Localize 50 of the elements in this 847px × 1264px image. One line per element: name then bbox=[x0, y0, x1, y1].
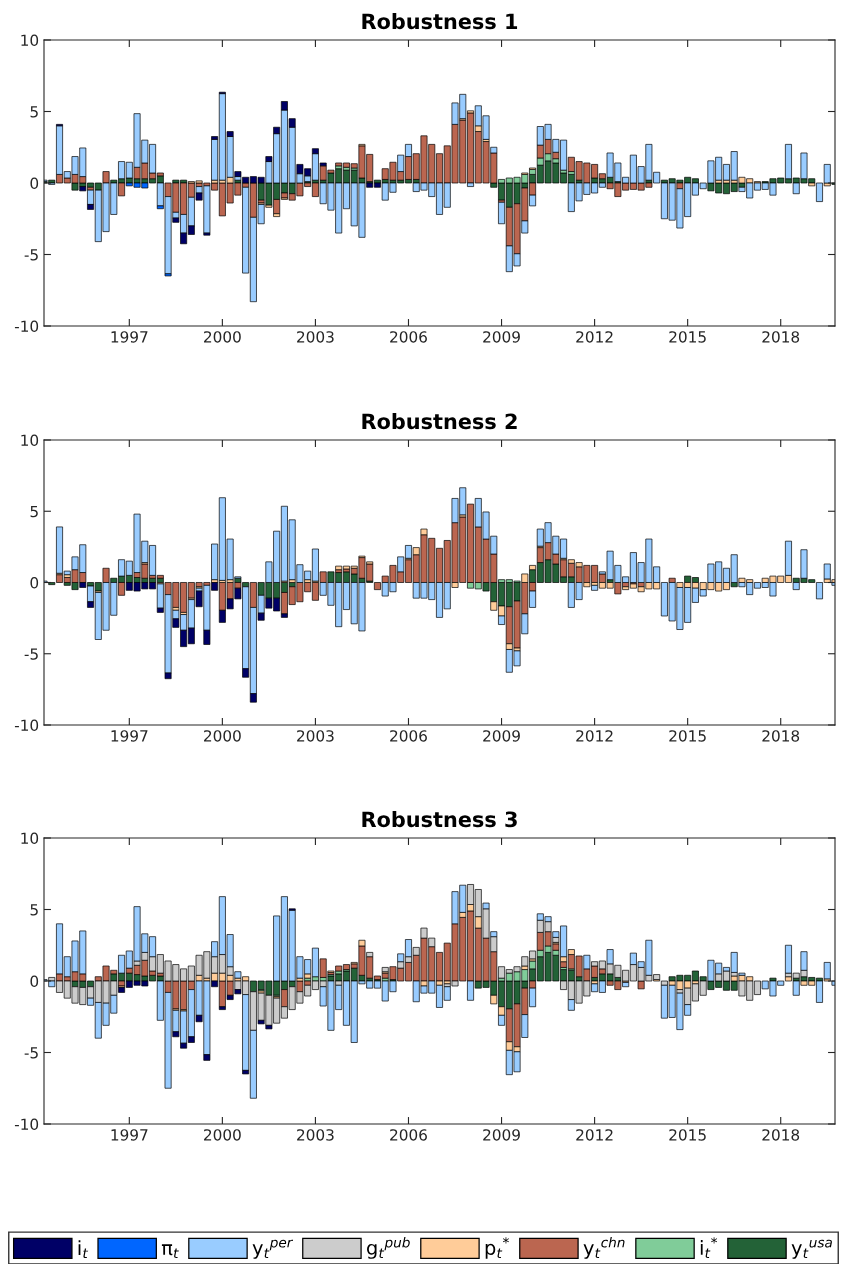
y-tick-label: -10 bbox=[14, 320, 39, 333]
x-tick-label: 2015 bbox=[669, 730, 706, 742]
chart-title: Robustness 2 bbox=[362, 413, 517, 430]
x-tick-label: 2009 bbox=[483, 730, 520, 742]
x-tick-label: 2003 bbox=[297, 331, 334, 343]
x-tick-label: 2018 bbox=[762, 730, 800, 742]
x-tick-label: 2015 bbox=[669, 331, 706, 343]
legend-label: y$_{t}$$^{per}$ bbox=[252, 1239, 294, 1259]
chart-title: Robustness 1 bbox=[362, 13, 518, 30]
y-tick-label: -5 bbox=[24, 648, 38, 660]
y-tick-label: 0 bbox=[30, 576, 39, 589]
x-tick-label: 2003 bbox=[297, 1129, 334, 1141]
x-tick-label: 2018 bbox=[762, 331, 800, 343]
x-tick-label: 2009 bbox=[483, 331, 520, 343]
x-tick-label: 1997 bbox=[111, 1129, 148, 1141]
x-tick-label: 1997 bbox=[111, 730, 148, 742]
y-tick-label: 0 bbox=[30, 975, 39, 988]
x-tick-label: 2006 bbox=[390, 730, 427, 742]
y-tick-label: 5 bbox=[30, 904, 38, 916]
x-tick-label: 2006 bbox=[390, 1129, 427, 1141]
legend-label: i$_{t}$$^{*}$ bbox=[700, 1237, 718, 1258]
x-tick-label: 2018 bbox=[762, 1129, 800, 1141]
legend-label: i$_{t}$ bbox=[78, 1240, 89, 1259]
y-tick-label: 10 bbox=[21, 34, 39, 47]
y-tick-label: 5 bbox=[30, 505, 38, 518]
legend-label: y$_{t}$$^{usa}$ bbox=[791, 1239, 832, 1259]
x-tick-label: 2000 bbox=[204, 1129, 241, 1141]
x-tick-label: 2003 bbox=[297, 730, 334, 742]
x-tick-label: 1997 bbox=[111, 331, 148, 343]
x-tick-label: 2015 bbox=[669, 1129, 706, 1141]
x-tick-label: 2006 bbox=[390, 331, 427, 343]
legend-label: p$_{t}$$^{*}$ bbox=[485, 1237, 509, 1259]
legend-label: y$_{t}$$^{chn}$ bbox=[583, 1237, 625, 1259]
y-tick-label: -5 bbox=[24, 249, 38, 261]
x-tick-label: 2000 bbox=[204, 730, 241, 742]
y-tick-label: 10 bbox=[21, 832, 39, 845]
chart-title: Robustness 3 bbox=[362, 811, 517, 828]
x-tick-label: 2012 bbox=[576, 1129, 613, 1141]
x-tick-label: 2012 bbox=[576, 730, 613, 742]
y-tick-label: 10 bbox=[21, 434, 39, 447]
x-tick-label: 2000 bbox=[204, 331, 241, 343]
y-tick-label: -5 bbox=[24, 1047, 38, 1059]
y-tick-label: -10 bbox=[14, 1118, 39, 1131]
legend-label: π$_{t}$ bbox=[161, 1244, 179, 1259]
x-tick-label: 2012 bbox=[576, 331, 613, 343]
y-tick-label: -10 bbox=[14, 719, 39, 732]
y-tick-label: 0 bbox=[30, 177, 39, 190]
y-tick-label: 5 bbox=[30, 106, 38, 118]
legend-label: g$_{t}$$^{pub}$ bbox=[367, 1237, 410, 1259]
x-tick-label: 2009 bbox=[483, 1129, 520, 1141]
